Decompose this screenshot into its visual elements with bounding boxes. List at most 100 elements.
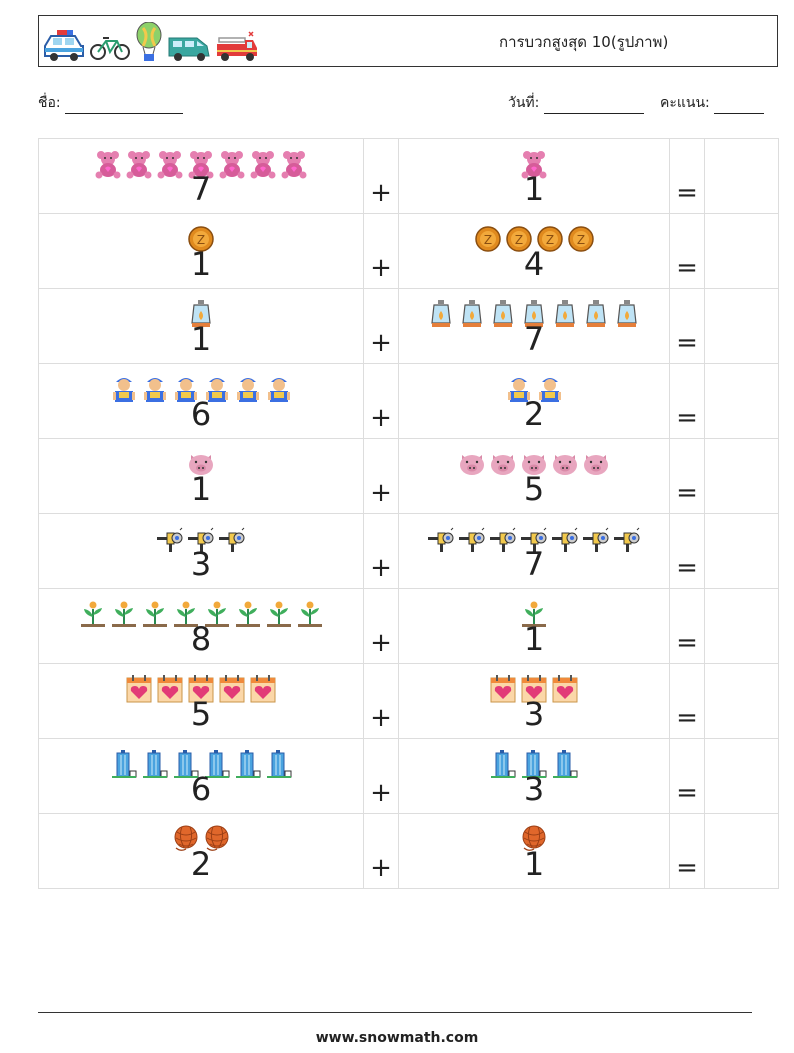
addend-a-cell: 1	[38, 288, 364, 364]
addend-b-number: 1	[523, 170, 545, 208]
addend-b-cell: 3	[398, 738, 670, 814]
addend-a-pictures	[39, 524, 363, 556]
addend-b-cell: 1	[398, 138, 670, 214]
equals-sign: =	[676, 178, 698, 208]
lantern-icon	[431, 300, 451, 327]
plus-cell: +	[363, 663, 399, 739]
addend-a-cell: 2	[38, 813, 364, 889]
name-field: ชื่อ:	[38, 92, 184, 114]
addend-b-number: 1	[523, 620, 545, 658]
addend-a-cell: 3	[38, 513, 364, 589]
nozzle-icon	[583, 527, 609, 552]
equals-cell: =	[669, 288, 705, 364]
answer-cell[interactable]	[704, 138, 779, 214]
score-blank[interactable]	[714, 99, 765, 114]
problem-row: Z 1 + Z Z Z Z 4 =	[38, 213, 779, 289]
date-blank[interactable]	[543, 99, 644, 114]
police-car-icon	[44, 30, 84, 61]
pig-face-icon	[491, 455, 515, 475]
addend-a-number: 6	[190, 395, 212, 433]
addend-b-cell: 7	[398, 288, 670, 364]
answer-cell[interactable]	[704, 363, 779, 439]
heart-calendar-icon	[219, 675, 245, 703]
answer-cell[interactable]	[704, 738, 779, 814]
answer-cell[interactable]	[704, 813, 779, 889]
plus-cell: +	[363, 288, 399, 364]
problem-row: 1 +5 =	[38, 438, 779, 514]
plus-sign: +	[370, 853, 392, 883]
plant-icon	[173, 601, 198, 627]
answer-cell[interactable]	[704, 288, 779, 364]
plus-cell: +	[363, 588, 399, 664]
equals-cell: =	[669, 138, 705, 214]
answer-cell[interactable]	[704, 438, 779, 514]
worker-icon	[538, 378, 561, 402]
nozzle-icon	[490, 527, 516, 552]
heart-calendar-icon	[188, 675, 214, 703]
coin-icon: Z	[505, 226, 532, 252]
pig-face-icon	[189, 455, 213, 475]
pig-face-icon	[522, 455, 546, 475]
problem-row: 8 +1 =	[38, 588, 779, 664]
problem-row: 5 +3 =	[38, 663, 779, 739]
heart-calendar-icon	[490, 675, 516, 703]
addend-b-pictures	[399, 524, 669, 556]
heart-calendar-icon	[521, 675, 547, 703]
nozzle-icon	[459, 527, 485, 552]
equals-sign: =	[676, 853, 698, 883]
addend-a-number: 1	[190, 245, 212, 283]
worker-icon	[507, 378, 530, 402]
teddy-bear-icon	[188, 151, 214, 179]
plus-cell: +	[363, 813, 399, 889]
answer-cell[interactable]	[704, 513, 779, 589]
addend-a-cell: 7	[38, 138, 364, 214]
addend-b-pictures	[399, 449, 669, 481]
equals-cell: =	[669, 438, 705, 514]
equals-sign: =	[676, 553, 698, 583]
worker-icon	[143, 378, 166, 402]
addend-b-number: 3	[523, 695, 545, 733]
equals-sign: =	[676, 628, 698, 658]
score-label: คะแนน:	[660, 95, 710, 111]
pig-face-icon	[584, 455, 608, 475]
addend-a-cell: 5	[38, 663, 364, 739]
answer-cell[interactable]	[704, 663, 779, 739]
name-blank[interactable]	[65, 99, 184, 114]
addend-a-number: 2	[190, 845, 212, 883]
addend-b-cell: 7	[398, 513, 670, 589]
nozzle-icon	[157, 527, 183, 552]
addend-a-number: 1	[190, 320, 212, 358]
skyscraper-icon	[142, 750, 167, 778]
teddy-bear-icon	[521, 151, 547, 179]
plant-icon	[80, 601, 105, 627]
pig-face-icon	[460, 455, 484, 475]
nozzle-icon	[428, 527, 454, 552]
teddy-bear-icon	[95, 151, 121, 179]
lantern-icon	[191, 300, 211, 327]
worker-icon	[174, 378, 197, 402]
plus-sign: +	[370, 778, 392, 808]
addend-a-pictures	[39, 599, 363, 631]
problem-row: 2 +1 =	[38, 813, 779, 889]
heart-calendar-icon	[250, 675, 276, 703]
plant-icon	[111, 601, 136, 627]
teddy-bear-icon	[250, 151, 276, 179]
worker-icon	[236, 378, 259, 402]
coin-icon: Z	[188, 226, 214, 252]
problem-row: 6 +2 =	[38, 363, 779, 439]
lantern-icon	[493, 300, 513, 327]
hot-air-balloon-icon	[136, 22, 162, 61]
svg-text:Z: Z	[483, 233, 491, 247]
equals-cell: =	[669, 813, 705, 889]
addend-b-number: 5	[523, 470, 545, 508]
problems-table: 7 +1 = Z 1 + Z Z Z Z 4 = 1 +7 = 6 +2 = 1 +5 = 3 +7 = 8 +1 = 5 +3 = 6 +3…	[38, 138, 779, 889]
answer-cell[interactable]	[704, 213, 779, 289]
skyscraper-icon	[522, 750, 547, 778]
addend-a-number: 1	[190, 470, 212, 508]
addend-b-pictures	[399, 374, 669, 406]
skyscraper-icon	[111, 750, 136, 778]
answer-cell[interactable]	[704, 588, 779, 664]
addend-a-cell: 8	[38, 588, 364, 664]
addend-b-cell: 3	[398, 663, 670, 739]
